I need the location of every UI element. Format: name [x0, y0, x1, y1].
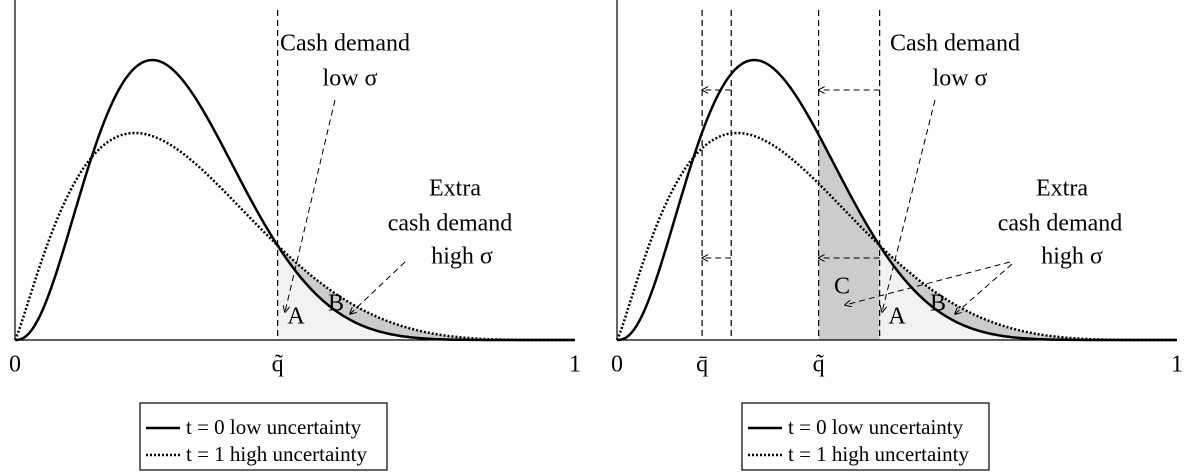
area-a	[277, 245, 575, 340]
label: t = 0 low uncertainty	[788, 415, 964, 439]
label: Extra	[1036, 176, 1088, 202]
leader	[955, 263, 1013, 314]
curve-low	[616, 58, 1177, 342]
label: A	[888, 304, 906, 330]
leader	[350, 261, 406, 314]
area-c	[818, 134, 880, 340]
label: B	[328, 291, 344, 317]
legend-box	[741, 402, 990, 471]
label: 1	[569, 352, 581, 378]
label: high σ	[1041, 244, 1103, 270]
label: Extra	[429, 176, 481, 202]
label: A	[287, 304, 305, 330]
label: t = 1 high uncertainty	[788, 442, 969, 466]
leader	[285, 99, 336, 312]
label: t = 0 low uncertainty	[186, 415, 362, 439]
label: 0	[611, 352, 623, 378]
label: B	[930, 291, 946, 317]
label: cash demand	[998, 211, 1123, 237]
label: t = 1 high uncertainty	[186, 442, 367, 466]
area-a	[879, 245, 1177, 340]
label: q̄	[696, 352, 708, 378]
label: C	[834, 274, 850, 300]
area-b	[879, 245, 1177, 340]
label: 1	[1171, 352, 1183, 378]
label: cash demand	[388, 211, 513, 237]
leader	[882, 99, 936, 312]
leader	[845, 261, 1011, 305]
label: q̃	[272, 352, 284, 378]
label: Cash demand	[890, 31, 1020, 57]
label: low σ	[933, 66, 988, 92]
label: q̃	[813, 352, 825, 378]
legend-box	[139, 402, 388, 471]
label: 0	[9, 352, 21, 378]
label: low σ	[323, 66, 378, 92]
label: Cash demand	[280, 31, 410, 57]
area-b	[277, 245, 575, 340]
label: high σ	[431, 244, 493, 270]
